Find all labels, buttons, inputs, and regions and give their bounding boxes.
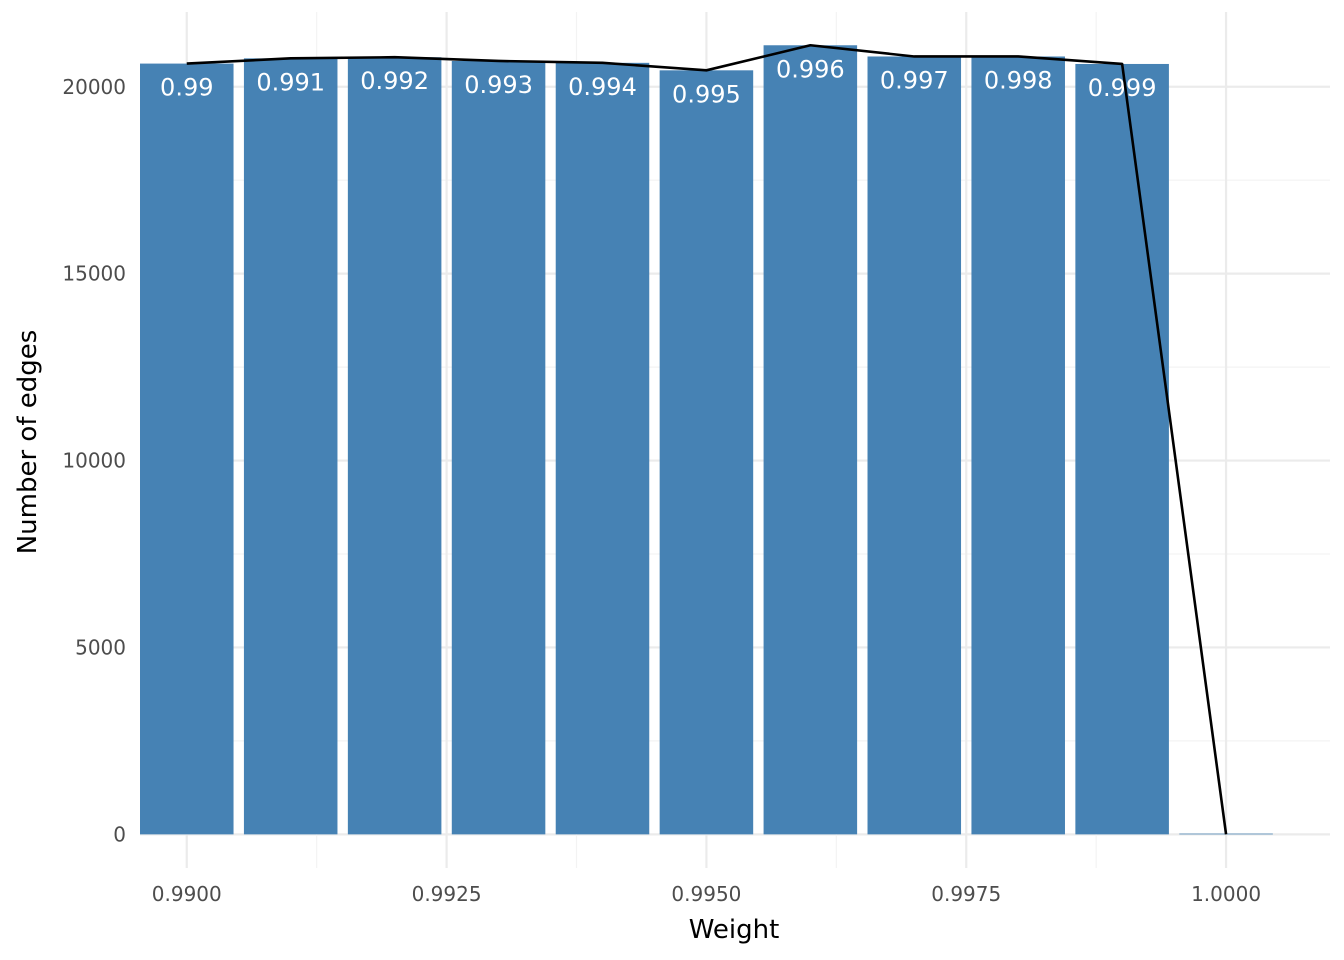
y-axis-ticks: 0 5000 10000 15000 20000: [62, 75, 126, 847]
x-axis-title: Weight: [689, 915, 780, 945]
x-tick-label: 0.9950: [671, 882, 741, 906]
bar-value-label: 0.995: [672, 80, 741, 108]
x-tick-label: 0.9975: [931, 882, 1001, 906]
y-tick-label: 15000: [62, 262, 126, 286]
bar: [971, 56, 1065, 835]
bar-value-label: 0.997: [880, 66, 949, 94]
bars: [140, 45, 1273, 835]
bar: [243, 58, 338, 835]
bar: [555, 62, 650, 835]
bar-value-label: 0.999: [1088, 74, 1157, 102]
y-tick-label: 20000: [62, 75, 126, 99]
trend-line: [186, 43, 1228, 835]
trend-line-group: [186, 43, 1228, 835]
bar-value-label: 0.998: [984, 66, 1053, 94]
bar: [347, 57, 442, 835]
bar: [1075, 63, 1169, 835]
y-tick-label: 10000: [62, 449, 126, 473]
bar-value-label: 0.993: [464, 71, 533, 99]
bar: [451, 60, 546, 835]
bar-labels: 0.99 0.991 0.992 0.993 0.994 0.995 0.996 0.997 0…: [160, 55, 1156, 108]
y-tick-label: 0: [113, 822, 126, 846]
bar-value-label: 0.992: [360, 67, 429, 95]
x-tick-label: 0.9925: [412, 882, 482, 906]
bar-value-label: 0.996: [776, 55, 845, 83]
bar-value-label: 0.991: [256, 68, 325, 96]
y-tick-label: 5000: [75, 635, 126, 659]
x-axis-ticks: 0.9900 0.9925 0.9950 0.9975 1.0000: [152, 882, 1261, 906]
x-tick-label: 1.0000: [1191, 882, 1261, 906]
bar: [140, 63, 234, 835]
bar: [659, 70, 754, 835]
x-tick-label: 0.9900: [152, 882, 222, 906]
bar: [763, 45, 858, 835]
bar: [867, 56, 962, 835]
y-axis-title: Number of edges: [13, 330, 43, 555]
bar-value-label: 0.994: [568, 73, 637, 101]
bar-value-label: 0.99: [160, 74, 213, 102]
